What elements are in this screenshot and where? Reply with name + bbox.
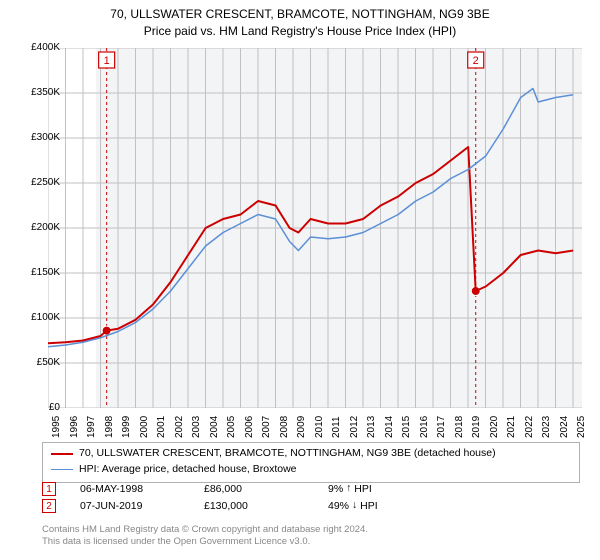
x-tick-label: 1996: [69, 416, 80, 438]
x-tick-label: 2013: [366, 416, 377, 438]
arrow-icon: ↑: [346, 482, 351, 494]
chart-svg: 12: [48, 48, 582, 408]
x-tick-label: 2003: [191, 416, 202, 438]
x-tick-label: 2016: [419, 416, 430, 438]
y-tick-label: £250K: [10, 177, 60, 188]
x-tick-label: 1997: [86, 416, 97, 438]
x-tick-label: 1995: [51, 416, 62, 438]
footer-line-1: Contains HM Land Registry data © Crown c…: [42, 524, 368, 536]
event-marker: 2: [42, 499, 56, 513]
x-tick-label: 2020: [489, 416, 500, 438]
y-tick-label: £50K: [10, 357, 60, 368]
arrow-icon: ↓: [352, 499, 357, 511]
x-tick-label: 2001: [156, 416, 167, 438]
x-tick-label: 2014: [384, 416, 395, 438]
x-tick-label: 2019: [471, 416, 482, 438]
event-row: 2 07-JUN-2019 £130,000 49% ↓ HPI: [42, 499, 378, 513]
event-price: £130,000: [204, 500, 304, 512]
x-tick-label: 2002: [174, 416, 185, 438]
x-tick-label: 2009: [296, 416, 307, 438]
legend-swatch: [51, 453, 73, 455]
event-row: 1 06-MAY-1998 £86,000 9% ↑ HPI: [42, 482, 378, 496]
y-tick-label: £300K: [10, 132, 60, 143]
footer-attribution: Contains HM Land Registry data © Crown c…: [42, 524, 368, 549]
legend-swatch: [51, 469, 73, 470]
y-tick-label: £100K: [10, 312, 60, 323]
title-line-2: Price paid vs. HM Land Registry's House …: [0, 23, 600, 40]
x-tick-label: 2015: [401, 416, 412, 438]
x-tick-label: 2000: [139, 416, 150, 438]
chart-container: 70, ULLSWATER CRESCENT, BRAMCOTE, NOTTIN…: [0, 0, 600, 560]
x-tick-label: 2023: [541, 416, 552, 438]
x-tick-label: 1998: [104, 416, 115, 438]
legend-box: 70, ULLSWATER CRESCENT, BRAMCOTE, NOTTIN…: [42, 442, 580, 483]
y-tick-label: £150K: [10, 267, 60, 278]
x-tick-label: 2022: [524, 416, 535, 438]
event-delta: 9% ↑ HPI: [328, 483, 372, 495]
legend-row: HPI: Average price, detached house, Brox…: [51, 462, 571, 478]
x-tick-label: 1999: [121, 416, 132, 438]
x-tick-label: 2008: [279, 416, 290, 438]
y-tick-label: £400K: [10, 42, 60, 53]
x-tick-label: 2011: [331, 416, 342, 438]
legend-label: HPI: Average price, detached house, Brox…: [79, 462, 297, 478]
x-tick-label: 2006: [244, 416, 255, 438]
legend-label: 70, ULLSWATER CRESCENT, BRAMCOTE, NOTTIN…: [79, 446, 496, 462]
x-tick-label: 2024: [559, 416, 570, 438]
x-tick-label: 2021: [506, 416, 517, 438]
chart-plot-area: 12: [48, 48, 582, 408]
svg-text:2: 2: [473, 55, 479, 67]
x-tick-label: 2010: [314, 416, 325, 438]
legend-row: 70, ULLSWATER CRESCENT, BRAMCOTE, NOTTIN…: [51, 446, 571, 462]
x-tick-label: 2012: [349, 416, 360, 438]
x-tick-label: 2018: [454, 416, 465, 438]
y-tick-label: £0: [10, 402, 60, 413]
event-marker: 1: [42, 482, 56, 496]
title-block: 70, ULLSWATER CRESCENT, BRAMCOTE, NOTTIN…: [0, 0, 600, 40]
x-tick-label: 2007: [261, 416, 272, 438]
event-date: 07-JUN-2019: [80, 500, 180, 512]
footer-line-2: This data is licensed under the Open Gov…: [42, 536, 368, 548]
event-delta: 49% ↓ HPI: [328, 500, 378, 512]
title-line-1: 70, ULLSWATER CRESCENT, BRAMCOTE, NOTTIN…: [0, 6, 600, 23]
event-price: £86,000: [204, 483, 304, 495]
x-tick-label: 2025: [576, 416, 587, 438]
y-tick-label: £200K: [10, 222, 60, 233]
x-tick-label: 2004: [209, 416, 220, 438]
svg-text:1: 1: [104, 55, 110, 67]
event-table: 1 06-MAY-1998 £86,000 9% ↑ HPI 2 07-JUN-2019 £…: [42, 482, 378, 516]
event-date: 06-MAY-1998: [80, 483, 180, 495]
x-tick-label: 2017: [436, 416, 447, 438]
x-tick-label: 2005: [226, 416, 237, 438]
y-tick-label: £350K: [10, 87, 60, 98]
